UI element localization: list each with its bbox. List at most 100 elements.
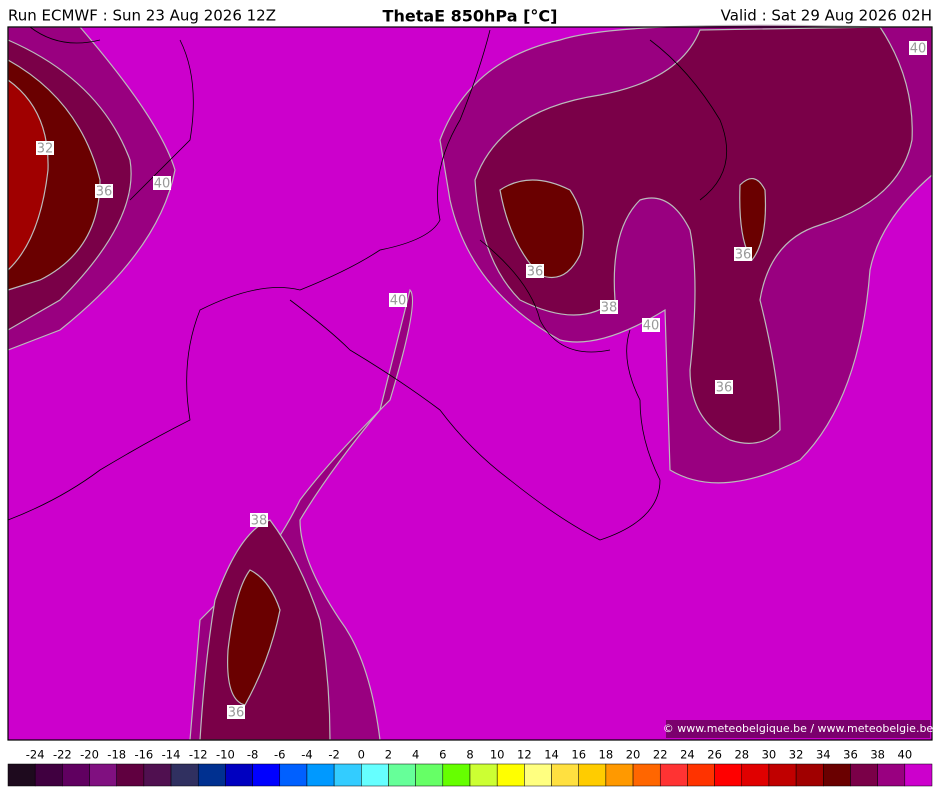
colorbar-swatch [442, 763, 471, 787]
map [7, 24, 933, 741]
colorbar-label: 26 [707, 748, 722, 762]
colorbar-label: 6 [439, 748, 446, 762]
colorbar-label: -16 [134, 748, 153, 762]
map-title: ThetaE 850hPa [°C] [383, 7, 558, 26]
colorbar-label: 38 [870, 748, 885, 762]
colorbar-label: 16 [571, 748, 586, 762]
colorbar-swatch [795, 763, 824, 787]
colorbar-label: 4 [412, 748, 419, 762]
contour-label: 40 [390, 294, 407, 309]
colorbar-swatch [388, 763, 416, 787]
colorbar-swatch [768, 763, 797, 787]
colorbar-swatch [89, 763, 117, 787]
colorbar-label: 20 [626, 748, 641, 762]
valid-info: Valid : Sat 29 Aug 2026 02H [721, 7, 932, 25]
colorbar-label: 10 [490, 748, 505, 762]
contour-label: 32 [37, 142, 54, 157]
contour-label-bg [909, 41, 927, 55]
colorbar-swatch [524, 763, 552, 787]
colorbar-label: 34 [816, 748, 831, 762]
contour-label-bg [227, 705, 245, 719]
colorbar-label: 40 [898, 748, 913, 762]
colorbar-label: -18 [107, 748, 126, 762]
contour-label-bg [36, 141, 54, 155]
colorbar-swatch [823, 763, 851, 787]
colorbar-swatch [62, 763, 90, 787]
colorbar-label: 14 [544, 748, 559, 762]
colorbar-label: -22 [53, 748, 72, 762]
colorbar-swatch [306, 763, 335, 787]
colorbar-label: -14 [162, 748, 181, 762]
colorbar-label: 0 [358, 748, 365, 762]
colorbar-label: -12 [189, 748, 208, 762]
colorbar-swatch [415, 763, 444, 787]
colorbar-label: -4 [301, 748, 312, 762]
colorbar-swatch [496, 763, 525, 787]
colorbar-label: 28 [734, 748, 749, 762]
colorbar-swatch [632, 763, 661, 787]
colorbar-swatch [225, 763, 253, 787]
contour-label: 40 [154, 177, 171, 192]
colorbar-swatch [116, 763, 145, 787]
contour-label-bg [715, 380, 733, 394]
colorbar-label: -10 [216, 748, 235, 762]
contour-label-bg [526, 264, 544, 278]
contour-label-bg [600, 300, 618, 314]
colorbar-label: -24 [26, 748, 45, 762]
colorbar: -24 -22 -20 -18 -16 -14 -12 -10 -8 -6 -4 -2 0 2 4 6 8 10 1… [7, 748, 933, 787]
colorbar-label: 12 [517, 748, 532, 762]
contour-label-bg [95, 184, 113, 198]
colorbar-swatch [361, 763, 389, 787]
colorbar-swatch [551, 763, 579, 787]
colorbar-label: -20 [80, 748, 99, 762]
colorbar-label: 24 [680, 748, 695, 762]
credit: © www.meteobelgique.be / www.meteobelgie… [663, 722, 934, 735]
contour-labels: 32 36 40 36 38 40 40 36 36 38 36 40 [36, 41, 927, 721]
colorbar-label: 18 [599, 748, 614, 762]
contour-label: 38 [601, 301, 618, 316]
contour-label: 36 [527, 265, 544, 280]
contour-label-bg [389, 293, 407, 307]
colorbar-swatch [605, 763, 634, 787]
contour-label-bg [642, 318, 660, 332]
credit-bg [666, 720, 930, 738]
contour-label: 36 [735, 248, 752, 263]
contour-label: 36 [716, 381, 733, 396]
colorbar-label: 30 [762, 748, 777, 762]
contour-label: 38 [251, 514, 268, 529]
colorbar-swatch [252, 763, 281, 787]
colorbar-label: 8 [466, 748, 473, 762]
contour-label: 36 [96, 185, 113, 200]
colorbar-swatch [877, 763, 906, 787]
colorbar-swatch [578, 763, 607, 787]
colorbar-label: -2 [328, 748, 339, 762]
contour-label-bg [734, 247, 752, 261]
colorbar-label: 36 [843, 748, 858, 762]
colorbar-swatch [687, 763, 715, 787]
colorbar-swatch [34, 763, 63, 787]
contour-label-bg [153, 176, 171, 190]
colorbar-swatch [143, 763, 172, 787]
colorbar-swatch [7, 763, 36, 787]
contour-label: 40 [910, 42, 927, 57]
colorbar-swatch [197, 763, 226, 787]
colorbar-label: 2 [385, 748, 392, 762]
colorbar-swatch [904, 763, 933, 787]
colorbar-swatch [333, 763, 362, 787]
colorbar-label: 32 [789, 748, 804, 762]
colorbar-swatch [850, 763, 878, 787]
colorbar-swatch [659, 763, 688, 787]
colorbar-label: -6 [274, 748, 285, 762]
colorbar-swatch [469, 763, 498, 787]
colorbar-swatch [170, 763, 199, 787]
colorbar-label: -8 [247, 748, 258, 762]
contour-label: 40 [643, 319, 660, 334]
colorbar-label: 22 [653, 748, 668, 762]
contour-label: 36 [228, 706, 245, 721]
colorbar-swatch [714, 763, 743, 787]
colorbar-swatch [279, 763, 308, 787]
contour-label-bg [250, 513, 268, 527]
colorbar-swatch [741, 763, 770, 787]
run-info: Run ECMWF : Sun 23 Aug 2026 12Z [8, 7, 276, 25]
